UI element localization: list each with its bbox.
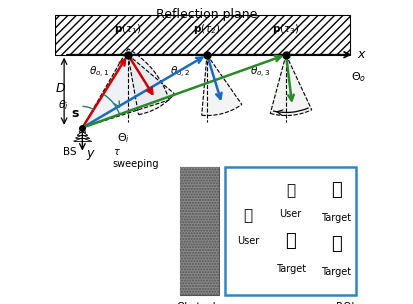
Text: Target: Target <box>320 267 350 277</box>
Text: Target: Target <box>320 213 350 223</box>
Text: ROI: ROI <box>335 302 354 304</box>
Text: $\Theta_i$: $\Theta_i$ <box>117 131 130 144</box>
Text: 🚶: 🚶 <box>330 181 341 199</box>
Text: $\mathbf{s}$: $\mathbf{s}$ <box>70 107 79 120</box>
Text: $y$: $y$ <box>86 148 96 162</box>
Text: 📱: 📱 <box>285 183 294 198</box>
Text: $D$: $D$ <box>55 82 66 95</box>
Text: 🚗: 🚗 <box>330 235 341 253</box>
Text: 🚁: 🚁 <box>285 232 295 250</box>
Text: User: User <box>236 236 259 246</box>
Text: $\mathbf{p}(\tau_2)$: $\mathbf{p}(\tau_2)$ <box>192 22 221 36</box>
Text: Reflection plane: Reflection plane <box>156 8 257 21</box>
Text: $\mathbf{p}(\tau_3)$: $\mathbf{p}(\tau_3)$ <box>271 22 299 36</box>
Text: Target: Target <box>275 264 305 274</box>
Text: Obstacle: Obstacle <box>176 302 222 304</box>
Polygon shape <box>82 49 169 128</box>
Text: $x$: $x$ <box>356 48 366 61</box>
Text: $\mathbf{p}(\tau_1)$: $\mathbf{p}(\tau_1)$ <box>114 22 142 36</box>
Text: $\theta_i$: $\theta_i$ <box>58 98 69 112</box>
Text: $\tau$
sweeping: $\tau$ sweeping <box>112 147 159 169</box>
Text: BS: BS <box>63 147 77 157</box>
Bar <box>179 167 218 295</box>
Polygon shape <box>270 55 311 116</box>
Text: $\theta_{o,3}$: $\theta_{o,3}$ <box>250 65 270 81</box>
Text: $\Theta_o$: $\Theta_o$ <box>351 71 366 85</box>
Text: User: User <box>279 209 301 219</box>
Bar <box>225 167 355 295</box>
Bar <box>55 15 349 55</box>
Text: $\theta_{o,2}$: $\theta_{o,2}$ <box>169 65 190 81</box>
Bar <box>179 167 218 295</box>
Polygon shape <box>128 55 174 115</box>
Text: $\theta_{o,1}$: $\theta_{o,1}$ <box>89 65 109 81</box>
Text: 📱: 📱 <box>243 208 252 223</box>
Polygon shape <box>201 55 241 116</box>
